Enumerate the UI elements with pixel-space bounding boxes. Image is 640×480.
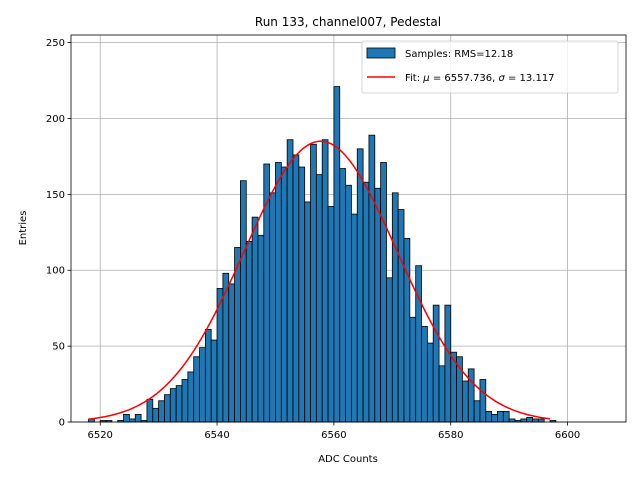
- histogram-bar: [438, 365, 446, 423]
- histogram-bar: [432, 304, 440, 423]
- legend-box: [361, 40, 619, 94]
- y-tick-label: 150: [46, 190, 65, 201]
- histogram-bar: [473, 400, 481, 423]
- histogram-bar: [228, 283, 235, 423]
- histogram-bar: [537, 418, 545, 423]
- histogram-bar: [532, 418, 539, 423]
- histogram-bars: [88, 86, 557, 423]
- legend-label-samples: Samples: RMS=12.18: [405, 49, 513, 60]
- histogram-bar: [240, 180, 247, 423]
- y-tick-label: 50: [52, 342, 65, 353]
- histogram-bar: [175, 385, 183, 423]
- histogram-bar: [321, 139, 329, 423]
- histogram-bar: [462, 380, 469, 423]
- fit-curve-layer: [88, 140, 551, 420]
- histogram-bar: [169, 388, 177, 423]
- histogram-bar: [380, 162, 387, 423]
- histogram-bar: [397, 209, 405, 423]
- histogram-bar: [368, 134, 376, 423]
- legend: Samples: RMS=12.18 Fit: μ = 6557.736, σ …: [361, 40, 619, 94]
- histogram-bar: [234, 247, 241, 423]
- histogram-bar: [146, 398, 154, 423]
- histogram-bar: [467, 368, 475, 423]
- histogram-bar: [491, 414, 498, 423]
- y-tick-label: 250: [46, 38, 65, 49]
- x-tick-label: 6520: [87, 430, 112, 441]
- x-tick-label: 6580: [438, 430, 463, 441]
- histogram-bar: [193, 356, 200, 423]
- histogram-bar: [286, 139, 294, 423]
- histogram-bar: [497, 410, 504, 423]
- chart-title: Run 133, channel007, Pedestal: [255, 15, 441, 29]
- histogram-bar: [391, 192, 399, 423]
- x-tick-label: 6600: [555, 430, 580, 441]
- histogram-bar: [403, 237, 411, 423]
- histogram-bar: [502, 410, 510, 423]
- histogram-bar: [164, 394, 171, 423]
- legend-swatch-samples: [366, 47, 396, 59]
- x-axis-ticks: 6520 6540 6560 6580 6600: [87, 422, 580, 441]
- histogram-bar: [123, 414, 130, 423]
- histogram-bar: [129, 418, 136, 423]
- histogram-bar: [275, 162, 282, 423]
- histogram-bar: [526, 417, 533, 423]
- histogram-bar: [292, 154, 300, 423]
- fit-curve: [88, 140, 551, 420]
- y-axis-ticks: 0 50 100 150 200 250: [46, 38, 71, 429]
- y-tick-label: 100: [46, 266, 65, 277]
- histogram-bar: [327, 206, 335, 423]
- histogram-bar: [152, 407, 160, 423]
- x-axis-label: ADC Counts: [318, 454, 378, 465]
- histogram-bar: [485, 410, 493, 423]
- histogram-bar: [520, 418, 528, 423]
- histogram-bar: [280, 166, 288, 423]
- legend-label-fit: Fit: μ = 6557.736, σ = 13.117: [405, 73, 555, 84]
- histogram-bar: [415, 265, 422, 423]
- histogram-bar: [351, 213, 358, 423]
- histogram-bar: [310, 143, 317, 423]
- histogram-bar: [315, 174, 323, 423]
- histogram-bar: [204, 329, 212, 423]
- histogram-bar: [444, 304, 452, 423]
- histogram-bar: [158, 400, 165, 423]
- histogram-bar: [479, 379, 487, 423]
- y-tick-label: 200: [46, 114, 65, 125]
- histogram-bar: [426, 342, 434, 423]
- histogram-bar: [199, 347, 206, 423]
- histogram-bar: [508, 418, 516, 423]
- histogram-bar: [333, 86, 341, 423]
- histogram-bar: [362, 181, 370, 423]
- histogram-bar: [421, 325, 428, 423]
- histogram-bar: [257, 234, 265, 423]
- histogram-bar: [269, 192, 276, 423]
- histogram-bar: [386, 277, 393, 423]
- plot-frame: [70, 34, 627, 423]
- y-tick-label: 0: [59, 418, 65, 429]
- histogram-bar: [304, 201, 311, 423]
- x-tick-label: 6560: [321, 430, 346, 441]
- histogram-bar: [356, 148, 364, 423]
- histogram-bar: [374, 187, 382, 423]
- histogram-bar: [298, 166, 306, 423]
- histogram-bar: [345, 184, 352, 423]
- histogram-bar: [251, 216, 259, 423]
- x-tick-label: 6540: [204, 430, 229, 441]
- histogram-bar: [181, 379, 189, 423]
- histogram-bar: [409, 316, 417, 423]
- histogram-bar: [245, 240, 253, 423]
- histogram-bar: [134, 414, 142, 423]
- histogram-bar: [339, 168, 346, 423]
- histogram-bar: [210, 339, 218, 423]
- histogram-bar: [187, 371, 195, 423]
- y-axis-label: Entries: [18, 211, 29, 246]
